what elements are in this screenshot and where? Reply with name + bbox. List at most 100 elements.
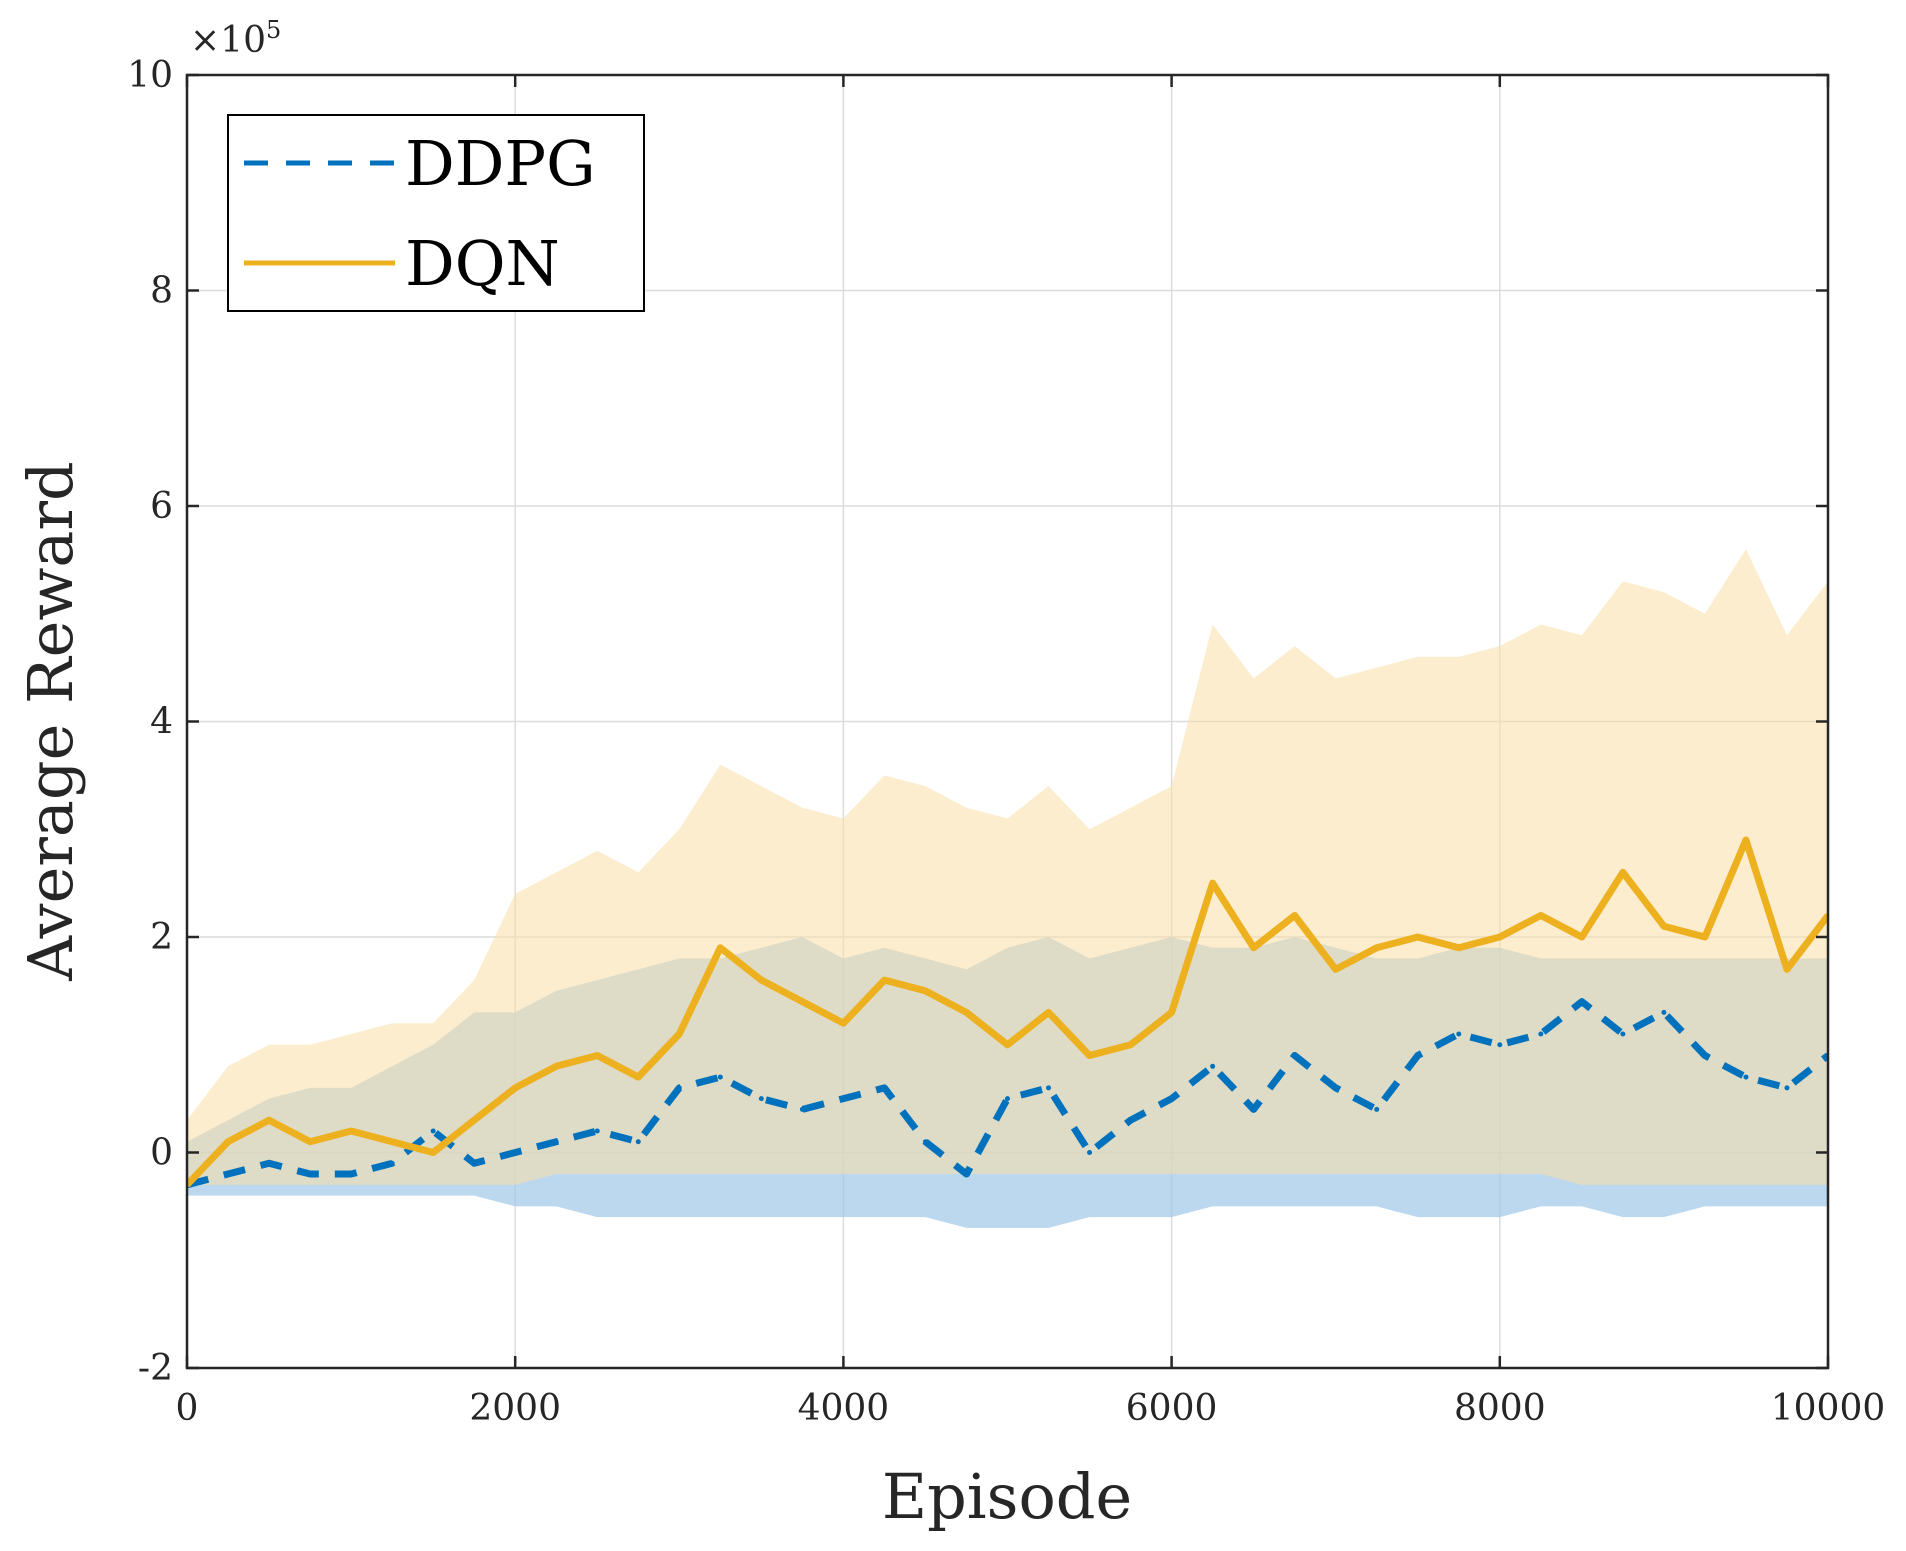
data-point-ddpg (676, 1085, 682, 1091)
data-point-dqn (266, 1117, 272, 1123)
data-point-dqn (758, 977, 764, 983)
data-point-ddpg (430, 1128, 436, 1134)
data-point-ddpg (1046, 1085, 1052, 1091)
data-point-ddpg (1620, 1031, 1626, 1037)
x-tick-label: 10000 (1771, 1388, 1886, 1429)
data-point-ddpg (1415, 1053, 1421, 1059)
data-point-dqn (635, 1074, 641, 1080)
data-point-ddpg (1005, 1096, 1010, 1102)
data-point-ddpg (471, 1160, 477, 1166)
y-tick-label: 8 (150, 271, 173, 312)
data-point-ddpg (1210, 1063, 1216, 1069)
data-point-ddpg (1661, 1009, 1667, 1015)
data-point-ddpg (1702, 1053, 1708, 1059)
data-point-ddpg (348, 1171, 354, 1177)
data-point-dqn (1415, 934, 1421, 940)
data-point-ddpg (594, 1128, 600, 1134)
data-point-ddpg (1087, 1150, 1093, 1155)
data-point-ddpg (717, 1074, 723, 1080)
data-point-dqn (1784, 966, 1790, 972)
data-point-dqn (1374, 945, 1380, 951)
y-tick-label: 0 (150, 1133, 173, 1174)
data-point-dqn (717, 945, 723, 951)
data-point-ddpg (1743, 1074, 1749, 1080)
data-point-ddpg (881, 1085, 887, 1091)
data-point-ddpg (1333, 1085, 1339, 1091)
data-point-dqn (1292, 912, 1298, 918)
data-point-ddpg (922, 1139, 928, 1145)
band-dqn (187, 549, 1828, 1185)
data-point-dqn (1620, 869, 1626, 875)
data-point-dqn (1702, 934, 1708, 940)
data-point-dqn (430, 1150, 436, 1155)
data-point-dqn (1743, 837, 1749, 843)
x-tick-label: 6000 (1126, 1388, 1218, 1429)
data-point-ddpg (307, 1171, 313, 1177)
x-tick-label: 4000 (798, 1388, 890, 1429)
x-tick-label: 0 (176, 1388, 199, 1429)
series-line-ddpg (187, 998, 1828, 1189)
y-tick-label: 10 (127, 55, 173, 96)
data-point-dqn (1128, 1042, 1134, 1048)
data-point-dqn (348, 1128, 354, 1134)
data-point-ddpg (635, 1139, 641, 1145)
data-point-ddpg (389, 1160, 395, 1166)
x-tick-label: 2000 (469, 1388, 561, 1429)
data-point-ddpg (553, 1139, 559, 1145)
data-point-dqn (922, 988, 928, 994)
data-point-dqn (799, 999, 805, 1005)
data-point-dqn (840, 1020, 846, 1026)
data-point-dqn (1456, 945, 1462, 951)
data-point-dqn (512, 1085, 518, 1091)
y-tick-label: -2 (138, 1348, 173, 1389)
data-point-ddpg (758, 1096, 764, 1102)
data-point-ddpg (266, 1160, 272, 1166)
data-point-dqn (225, 1139, 231, 1145)
data-point-dqn (471, 1117, 477, 1123)
data-point-dqn (1497, 934, 1503, 940)
data-point-dqn (1251, 945, 1257, 951)
data-point-dqn (1046, 1009, 1052, 1015)
data-point-dqn (594, 1053, 600, 1059)
data-point-dqn (389, 1139, 395, 1145)
y-tick-label: 6 (150, 486, 173, 527)
data-point-dqn (553, 1063, 559, 1069)
data-point-ddpg (840, 1096, 846, 1102)
data-point-dqn (1538, 912, 1544, 918)
legend: DDPG DQN (227, 114, 645, 312)
data-point-dqn (1579, 934, 1585, 940)
data-point-dqn (1661, 923, 1667, 929)
plot-area (187, 549, 1828, 1228)
legend-box (227, 114, 645, 312)
data-point-dqn (1169, 1009, 1175, 1015)
y-axis-title: Average Reward (14, 461, 87, 981)
data-point-ddpg (963, 1171, 969, 1177)
x-axis-title: Episode (882, 1460, 1132, 1533)
data-point-ddpg (1784, 1085, 1790, 1091)
data-point-dqn (1087, 1053, 1093, 1059)
data-point-dqn (1210, 880, 1216, 886)
data-point-ddpg (1169, 1096, 1175, 1102)
y-multiplier: ×105 (190, 16, 281, 61)
data-point-ddpg (799, 1106, 805, 1112)
data-point-ddpg (1538, 1031, 1544, 1037)
data-point-ddpg (1128, 1117, 1134, 1123)
y-tick-label: 4 (150, 702, 173, 743)
data-point-ddpg (1292, 1053, 1298, 1059)
data-point-dqn (1333, 966, 1339, 972)
legend-label-ddpg: DDPG (405, 127, 596, 200)
data-point-ddpg (1497, 1042, 1503, 1048)
x-tick-label: 8000 (1454, 1388, 1546, 1429)
data-point-ddpg (1579, 999, 1585, 1005)
data-point-dqn (963, 1009, 969, 1015)
data-point-dqn (676, 1031, 682, 1037)
data-point-dqn (307, 1139, 313, 1145)
data-point-ddpg (1374, 1106, 1380, 1112)
data-point-ddpg (1251, 1106, 1257, 1112)
data-point-ddpg (1456, 1031, 1462, 1037)
legend-label-dqn: DQN (405, 227, 560, 300)
data-point-ddpg (512, 1150, 518, 1155)
data-point-dqn (1005, 1042, 1010, 1048)
